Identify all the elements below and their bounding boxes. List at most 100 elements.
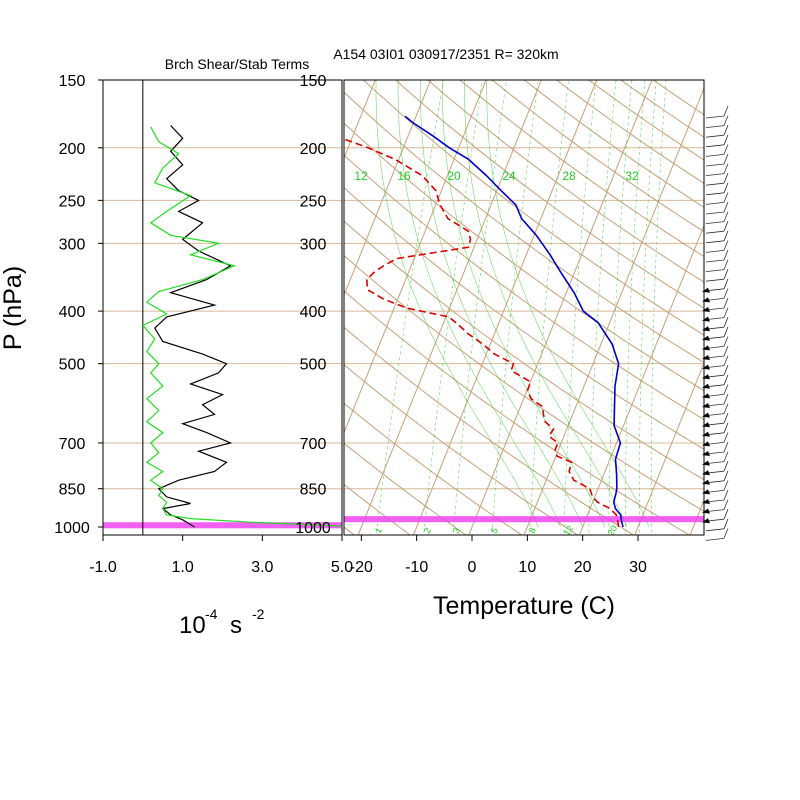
unit-exponent: -4: [205, 606, 218, 622]
wind-barb-flag: [702, 393, 710, 399]
wind-barb-shaft: [705, 163, 725, 167]
moist-adiabat: [397, 80, 561, 528]
isotherm: [412, 80, 598, 535]
isotherm: [523, 86, 704, 535]
wind-barb-shaft: [705, 221, 725, 224]
mixing-ratio-line: [563, 80, 597, 535]
wind-barb-feather: [723, 365, 729, 376]
wind-barb-feather: [723, 211, 729, 222]
skewt-x-tick-label: -10: [405, 559, 428, 576]
mixing-ratio-line: [423, 80, 483, 535]
wind-barb-shaft: [705, 115, 725, 119]
dry-adiabat: [344, 186, 704, 450]
wind-barb-feather: [723, 288, 729, 299]
wind-barb-flag: [702, 518, 710, 524]
left-panel-title: Brch Shear/Stab Terms: [165, 56, 309, 72]
dry-adiabat: [344, 442, 467, 535]
wind-barb-feather: [723, 307, 729, 318]
wind-barb-feather: [723, 422, 729, 433]
mixing-ratio-line: [588, 80, 617, 535]
left-pressure-label: 700: [59, 436, 86, 453]
wind-barb-flag: [702, 355, 710, 360]
unit-base: 10: [179, 612, 206, 639]
dry-adiabat: [344, 254, 704, 512]
mixing-ratio-label: 12: [354, 169, 368, 183]
wind-barb-feather: [723, 259, 729, 270]
wind-barb-feather: [723, 269, 729, 280]
wind-barb-feather: [723, 317, 729, 328]
isotherm: [634, 361, 704, 535]
wind-barb-feather: [723, 163, 729, 174]
wind-barb-feather: [723, 509, 729, 520]
wind-barb-flag: [702, 431, 710, 437]
skewt-x-tick-label: 0: [468, 559, 477, 576]
moist-adiabat: [442, 80, 606, 528]
dry-adiabat: [344, 91, 704, 364]
left-panel-frame: [102, 79, 343, 536]
moist-adiabat: [420, 80, 583, 528]
wind-barb-feather: [723, 201, 729, 213]
wind-barb-feather: [723, 173, 729, 184]
wind-barb-flag: [702, 316, 710, 322]
wind-barb-feather: [723, 278, 729, 289]
skewt-pressure-label: 850: [300, 482, 327, 499]
wind-barb-feather: [723, 461, 729, 472]
wind-barb-feather: [723, 153, 729, 165]
wind-barb-flag: [702, 422, 710, 428]
skewt-pressure-label: 400: [300, 304, 327, 321]
skewt-x-tick-label: 30: [629, 559, 647, 576]
temperature-axis-label: Temperature (C): [433, 592, 615, 620]
dry-adiabat: [344, 326, 635, 535]
mixing-ratio-label: 28: [562, 169, 576, 183]
mixing-ratio-label: 24: [502, 169, 516, 183]
moist-adiabat: [375, 80, 539, 528]
wind-barb-feather: [723, 470, 729, 481]
wind-barb-feather: [723, 528, 729, 539]
dry-adiabat: [394, 80, 704, 309]
wind-barb-shaft: [705, 259, 725, 263]
skewt-pressure-label: 1000: [295, 520, 331, 537]
skewt-pressure-label: 150: [300, 73, 327, 90]
wind-barb-shaft: [705, 211, 725, 215]
mixing-ratio-label: 16: [397, 169, 411, 183]
mixing-ratio-line: [639, 80, 657, 535]
wind-barb-shaft: [705, 125, 725, 128]
wind-barb-shaft: [705, 230, 725, 234]
left-x-tick-label: 5.0: [331, 559, 353, 576]
dry-adiabat: [344, 483, 411, 535]
left-pressure-label: 250: [59, 193, 86, 210]
wind-barb-flag: [702, 412, 710, 418]
wind-barb-flag: [702, 297, 710, 303]
dry-adiabat: [344, 364, 579, 535]
unit-seconds: s: [230, 612, 242, 639]
mixing-ratio-line: [625, 80, 646, 535]
wind-barb-flag: [702, 383, 710, 389]
wind-barb-shaft: [705, 134, 725, 138]
shear-stability-panel: -1.0 1.0 3.0 5.0 150 200 250 300 400 500 700 850 100…: [54, 73, 353, 576]
mixing-ratio-label: 20: [447, 169, 461, 183]
wind-barb-feather: [723, 144, 729, 155]
wind-barb-feather: [723, 413, 729, 424]
dry-adiabat: [344, 402, 523, 535]
mixing-ratio-label-bottom: 12: [562, 524, 576, 538]
wind-barb-shaft: [705, 192, 725, 196]
mixing-ratio-line: [375, 80, 444, 535]
mixing-ratio-label-bottom: 20: [606, 524, 620, 538]
wind-barb-shaft: [705, 269, 725, 272]
skewt-pressure-label: 300: [300, 236, 327, 253]
wind-barb-feather: [723, 345, 729, 357]
wind-barb-flag: [702, 470, 710, 476]
left-x-axis-unit: 10 -4 s -2: [179, 606, 265, 639]
mixing-ratio-label-bottom: 5: [489, 526, 500, 535]
skewt-pressure-label: 700: [300, 436, 327, 453]
skewt-x-tick-label: -20: [350, 559, 373, 576]
wind-barb-feather: [723, 518, 729, 529]
mixing-ratio-line: [608, 80, 633, 535]
skewt-panel: 12 16 20 24 28 321 2 3 5 8 12 20-20 -10 0 10 20 30150200…: [295, 73, 705, 576]
dry-adiabat: [344, 220, 704, 481]
stability-term-line: [141, 126, 343, 528]
mixing-ratio-label: 32: [625, 169, 639, 183]
wind-barb-flag: [702, 403, 710, 408]
wind-barb-flag: [702, 307, 710, 312]
isotherm: [344, 80, 432, 297]
